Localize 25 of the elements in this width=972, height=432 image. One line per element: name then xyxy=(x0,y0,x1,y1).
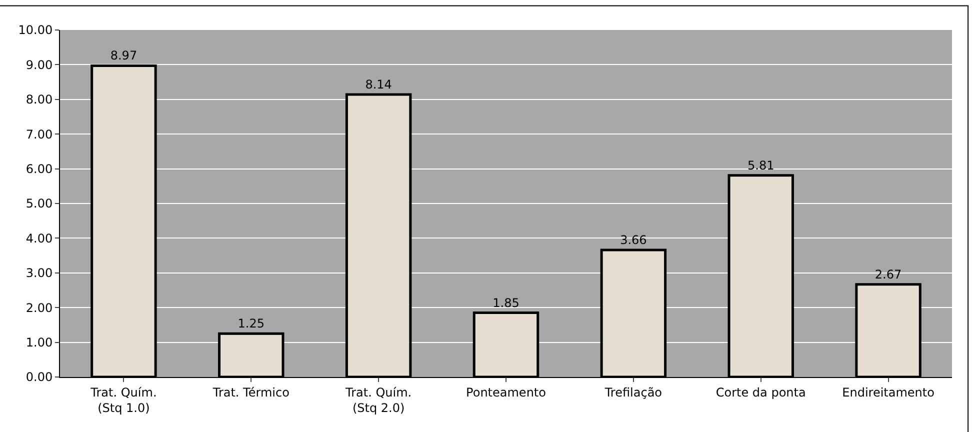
x-tick-label: Corte da ponta xyxy=(716,385,806,400)
x-tick-label: Endireitamento xyxy=(842,385,934,400)
y-tick-label: 10.00 xyxy=(18,23,53,38)
y-tick-label: 0.00 xyxy=(26,370,53,384)
data-label: 8.97 xyxy=(110,48,138,63)
data-label: 1.85 xyxy=(492,296,520,310)
y-tick-label: 5.00 xyxy=(26,196,53,211)
x-tick-label: Trat. Quím. (Stq 2.0) xyxy=(344,385,412,415)
y-tick-label: 2.00 xyxy=(26,300,53,315)
y-tick-label: 6.00 xyxy=(26,162,53,176)
x-tick-label: Trefilação xyxy=(604,385,662,400)
data-label: 2.67 xyxy=(874,267,902,282)
x-tick-label: Trat. Quím. (Stq 1.0) xyxy=(90,385,157,415)
y-tick-label: 8.00 xyxy=(26,92,53,107)
x-tick-label: Ponteamento xyxy=(466,385,546,400)
y-tick-label: 3.00 xyxy=(26,266,53,280)
data-label: 8.14 xyxy=(365,78,392,92)
data-label: 1.25 xyxy=(238,316,265,331)
y-tick-label: 7.00 xyxy=(26,127,53,142)
y-tick-label: 1.00 xyxy=(26,336,53,350)
y-tick-label: 9.00 xyxy=(26,58,53,72)
data-label: 5.81 xyxy=(747,158,774,172)
y-tick-label: 4.00 xyxy=(26,231,53,246)
data-label: 3.66 xyxy=(620,233,647,247)
x-tick-label: Trat. Térmico xyxy=(212,385,290,400)
